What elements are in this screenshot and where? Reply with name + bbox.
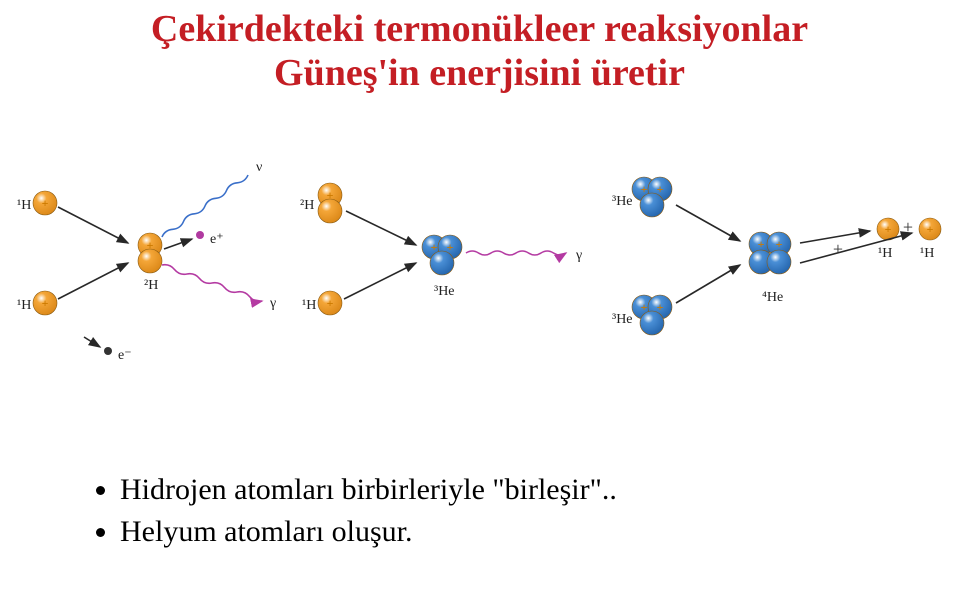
reaction-diagram: + ¹H + ¹H + ²H ν e⁺ γ e⁻ + ²H + ¹H + + ³He γ + + ³He + + ³He + + ⁴… [0, 133, 959, 443]
svg-text:+: + [42, 196, 49, 210]
bullet-list: Hidrojen atomları birbirleriyle "birleşi… [0, 473, 959, 549]
svg-text:³He: ³He [612, 312, 633, 327]
svg-text:+: + [327, 296, 334, 310]
title-line-2: Güneş'in enerjisini üretir [0, 52, 959, 96]
svg-text:+: + [885, 222, 892, 236]
bullet-item: Hidrojen atomları birbirleriyle "birleşi… [120, 473, 959, 507]
bullet-item: Helyum atomları oluşur. [120, 515, 959, 549]
svg-text:+: + [657, 300, 664, 314]
svg-text:γ: γ [575, 248, 582, 263]
svg-text:¹H: ¹H [17, 198, 31, 213]
reaction-svg: + ¹H + ¹H + ²H ν e⁺ γ e⁻ + ²H + ¹H + + ³He γ + + ³He + + ³He + + ⁴… [0, 133, 959, 443]
svg-text:²H: ²H [144, 278, 158, 293]
svg-text:+: + [833, 239, 843, 259]
title-block: Çekirdekteki termonükleer reaksiyonlar G… [0, 0, 959, 95]
svg-text:¹H: ¹H [878, 246, 892, 261]
svg-text:+: + [431, 240, 438, 254]
svg-text:+: + [657, 182, 664, 196]
svg-text:+: + [641, 300, 648, 314]
svg-text:²H: ²H [300, 198, 314, 213]
svg-text:+: + [758, 237, 765, 251]
svg-text:e⁻: e⁻ [118, 348, 132, 363]
svg-text:+: + [641, 182, 648, 196]
svg-text:+: + [776, 237, 783, 251]
svg-text:+: + [903, 217, 913, 237]
title-line-1: Çekirdekteki termonükleer reaksiyonlar [0, 8, 959, 52]
svg-text:γ: γ [269, 296, 276, 311]
svg-text:+: + [447, 240, 454, 254]
svg-text:³He: ³He [612, 194, 633, 209]
svg-text:³He: ³He [434, 284, 455, 299]
svg-text:+: + [42, 296, 49, 310]
svg-text:⁴He: ⁴He [762, 290, 783, 305]
svg-text:ν: ν [256, 160, 262, 175]
svg-text:e⁺: e⁺ [210, 232, 224, 247]
svg-text:¹H: ¹H [17, 298, 31, 313]
svg-text:+: + [927, 222, 934, 236]
svg-text:¹H: ¹H [302, 298, 316, 313]
svg-text:¹H: ¹H [920, 246, 934, 261]
